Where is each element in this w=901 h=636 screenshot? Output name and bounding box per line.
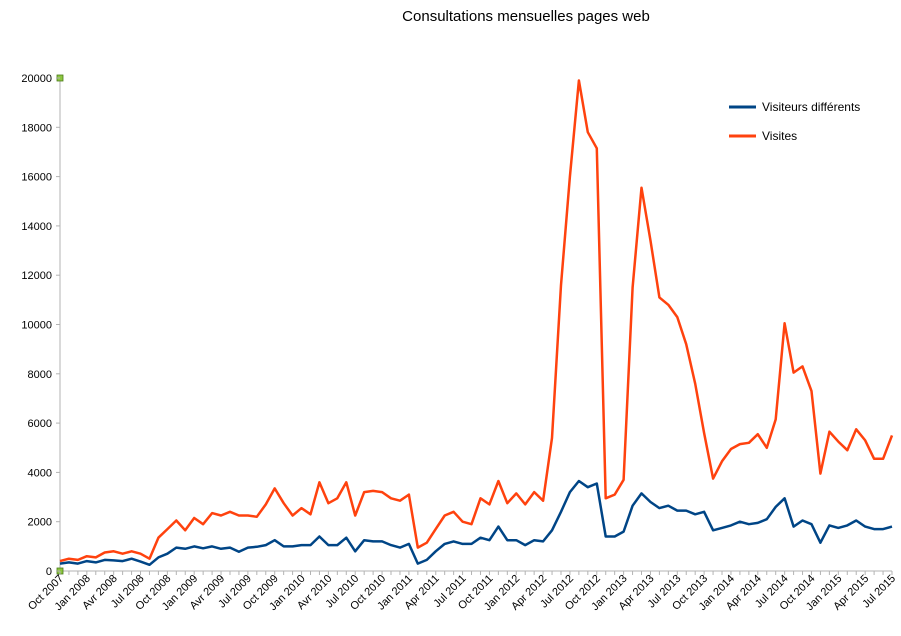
legend-label: Visiteurs différents — [762, 100, 860, 114]
legend-label: Visites — [762, 129, 797, 143]
y-axis-ticks: 0 2000 4000 6000 8000 10000 12000 14000 16000 180… — [21, 73, 60, 578]
y-tick-label: 10000 — [21, 320, 52, 332]
y-tick-label: 14000 — [21, 221, 52, 233]
y-tick-label: 18000 — [21, 122, 52, 134]
y-tick-label: 4000 — [28, 467, 52, 479]
y-tick-label: 16000 — [21, 172, 52, 184]
legend: Visiteurs différents Visites — [729, 100, 860, 143]
y-tick-label: 0 — [46, 566, 52, 578]
series-lines — [59, 79, 894, 567]
series-line-visiteurs-differents — [59, 479, 893, 567]
series-line-visites — [59, 79, 894, 563]
y-tick-label: 20000 — [21, 73, 52, 85]
y-tick-label: 6000 — [28, 418, 52, 430]
y-tick-label: 12000 — [21, 270, 52, 282]
chart-axes — [56, 74, 892, 575]
y-tick-label: 8000 — [28, 369, 52, 381]
chart-title: Consultations mensuelles pages web — [402, 8, 650, 25]
y-tick-label: 2000 — [28, 517, 52, 529]
